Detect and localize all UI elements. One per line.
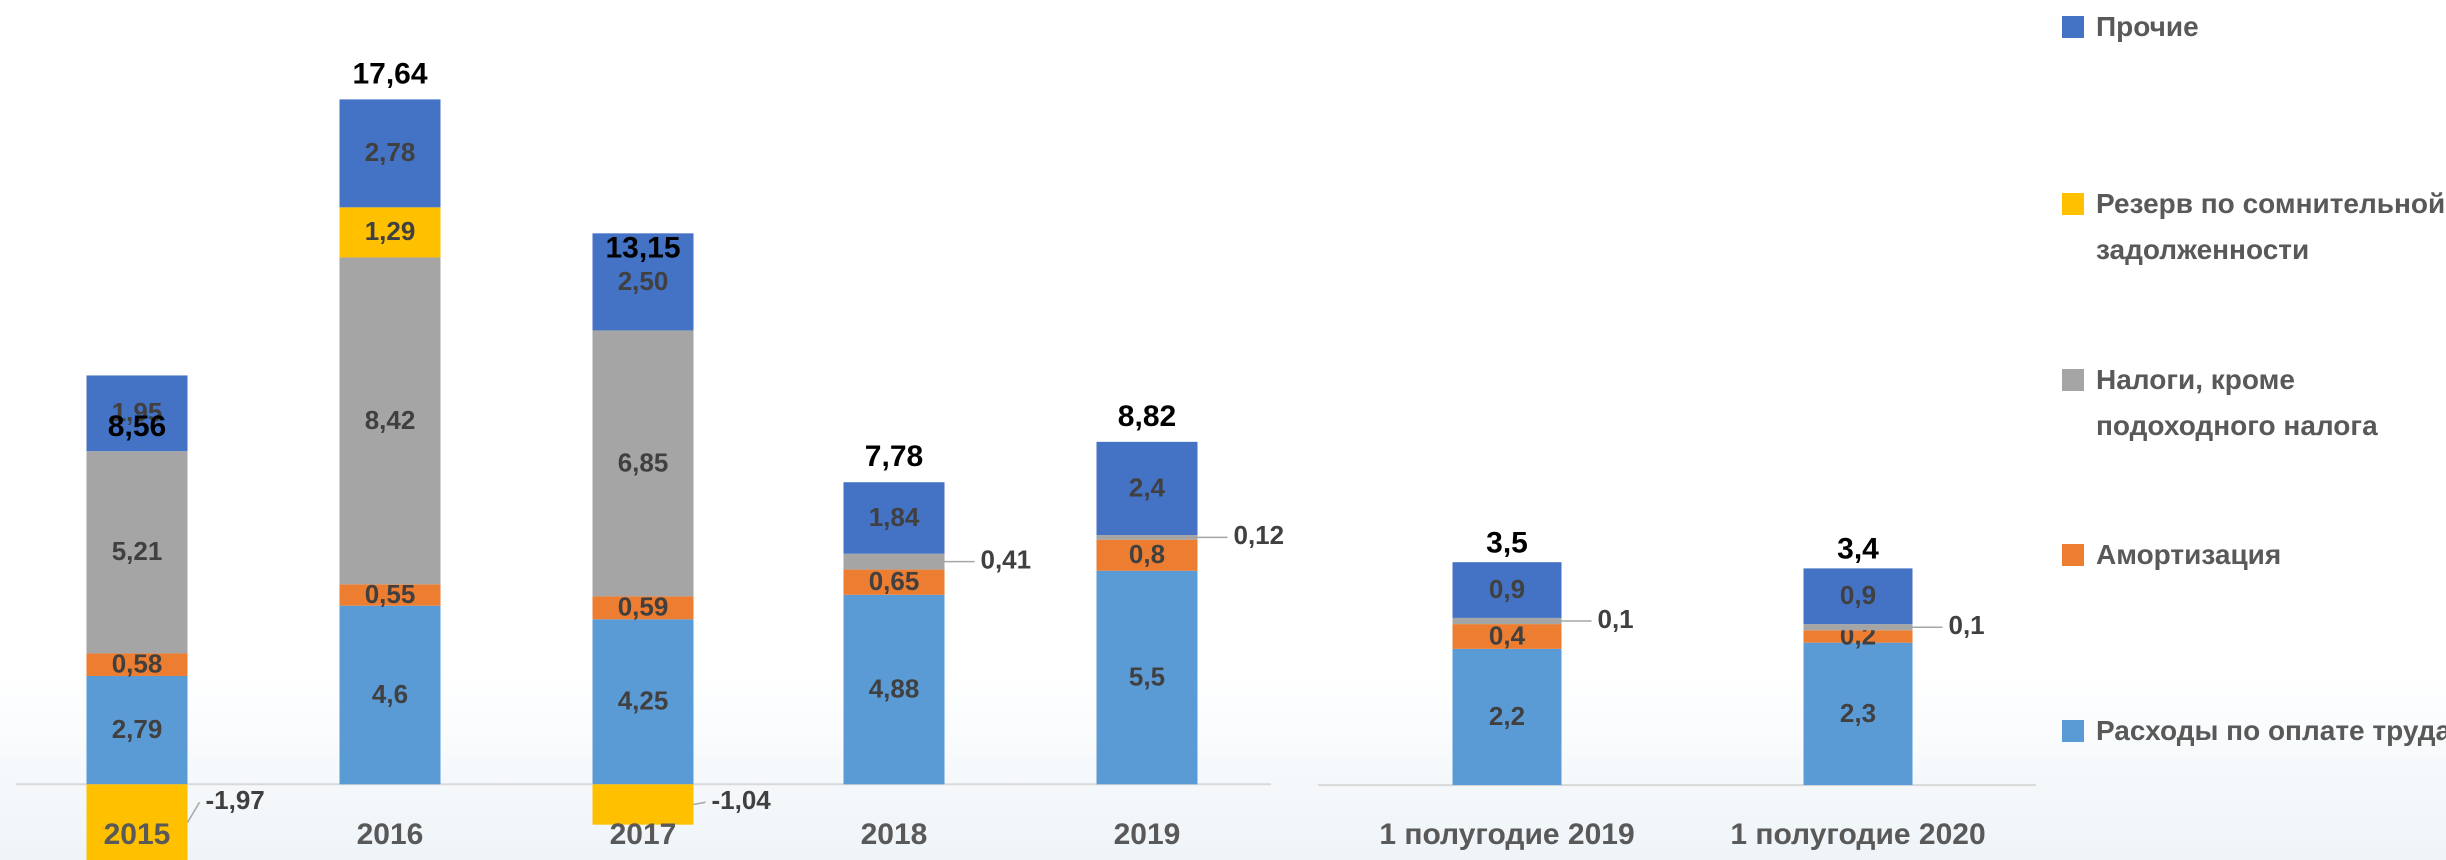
x-tick-label: 2018: [861, 818, 928, 851]
bar-segment: [1803, 624, 1913, 631]
bar-segment: [86, 375, 188, 452]
bar-segment: [592, 619, 694, 785]
data-label: 0,59: [618, 592, 669, 622]
bar-segment: [339, 257, 441, 585]
data-label: 0,8: [1129, 539, 1165, 569]
data-label: 0,1: [1949, 610, 1985, 640]
data-label: 2,4: [1129, 472, 1166, 502]
bar-segment: [1452, 624, 1562, 649]
data-label: 0,12: [1234, 520, 1285, 550]
total-label: 8,82: [1118, 400, 1176, 433]
bar-segment: [86, 784, 188, 860]
bar-segment: [592, 330, 694, 597]
legend-swatch: [2062, 544, 2084, 566]
bar-segment: [592, 596, 694, 620]
legend-swatch: [2062, 720, 2084, 742]
data-label: 2,79: [112, 714, 163, 744]
data-label: 2,2: [1489, 701, 1525, 731]
bar-segment: [339, 207, 441, 258]
leader-line: [693, 801, 706, 806]
total-label: 3,5: [1486, 526, 1528, 559]
data-label: -1,04: [712, 785, 772, 815]
bar-segment: [1803, 630, 1913, 643]
bar-segment: [1452, 562, 1562, 618]
data-label: 1,95: [112, 397, 163, 427]
legend-item: Прочие: [2062, 4, 2446, 50]
legend-item: Резерв по сомнительной задолженности: [2062, 181, 2446, 273]
data-label: 5,21: [112, 536, 163, 566]
bar-segment: [1452, 617, 1562, 625]
legend-label: Прочие: [2096, 11, 2199, 42]
bar-segment: [843, 482, 945, 554]
data-label: 8,42: [365, 405, 416, 435]
bar-segment: [86, 653, 188, 676]
legend-item: Амортизация: [2062, 532, 2446, 578]
x-tick-label: 2017: [610, 818, 677, 851]
legend-swatch: [2062, 16, 2084, 38]
data-label: 1,29: [365, 216, 416, 246]
bar-segment: [592, 784, 694, 825]
x-tick-label: 1 полугодие 2020: [1730, 818, 1985, 851]
data-label: 0,65: [869, 566, 920, 596]
legend-swatch: [2062, 193, 2084, 215]
bar-segment: [592, 233, 694, 331]
bar-segment: [1803, 568, 1913, 625]
x-tick-label: 2015: [104, 818, 171, 851]
total-label: 7,78: [865, 440, 923, 473]
legend-label: Налоги, кроме подоходного налога: [2096, 364, 2378, 441]
data-label: 1,84: [869, 502, 920, 532]
data-label: 4,25: [618, 686, 669, 716]
data-label: 0,9: [1840, 580, 1876, 610]
bar-segment: [843, 594, 945, 785]
total-label: 8,56: [108, 410, 166, 443]
data-label: 2,78: [365, 137, 416, 167]
data-label: 0,4: [1489, 620, 1526, 650]
legend-label: Резерв по сомнительной задолженности: [2096, 188, 2446, 265]
data-label: 2,50: [618, 266, 669, 296]
x-tick-label: 2016: [357, 818, 424, 851]
total-label: 13,15: [605, 232, 680, 265]
legend-item: Расходы по оплате труда: [2062, 708, 2446, 754]
bar-segment: [339, 605, 441, 785]
x-tick-label: 1 полугодие 2019: [1379, 818, 1634, 851]
data-label: 5,5: [1129, 661, 1165, 691]
data-label: 2,3: [1840, 698, 1876, 728]
bar-segment: [843, 569, 945, 595]
bar-segment: [1096, 441, 1198, 536]
bar-segment: [1096, 570, 1198, 785]
legend-swatch: [2062, 369, 2084, 391]
data-label: 6,85: [618, 447, 669, 477]
data-label: 0,41: [981, 544, 1032, 574]
x-tick-label: 2019: [1114, 818, 1181, 851]
bar-segment: [1096, 539, 1198, 571]
legend-label: Расходы по оплате труда: [2096, 715, 2446, 746]
data-label: -1,97: [206, 785, 265, 815]
data-label: 0,58: [112, 649, 163, 679]
bar-segment: [86, 451, 188, 654]
total-label: 17,64: [352, 57, 427, 90]
legend-label: Амортизация: [2096, 539, 2282, 570]
bar-segment: [1803, 642, 1913, 786]
bar-segment: [1452, 648, 1562, 786]
data-label: 0,1: [1598, 604, 1634, 634]
legend-item: Налоги, кроме подоходного налога: [2062, 357, 2446, 449]
total-label: 3,4: [1837, 532, 1879, 565]
bar-segment: [1096, 535, 1198, 540]
leader-line: [186, 801, 201, 823]
bar-segment: [339, 584, 441, 606]
bar-segment: [843, 553, 945, 570]
data-label: 4,88: [869, 673, 920, 703]
data-label: 4,6: [372, 679, 408, 709]
data-label: 0,9: [1489, 574, 1525, 604]
bar-segment: [86, 675, 188, 785]
bar-segment: [339, 99, 441, 208]
